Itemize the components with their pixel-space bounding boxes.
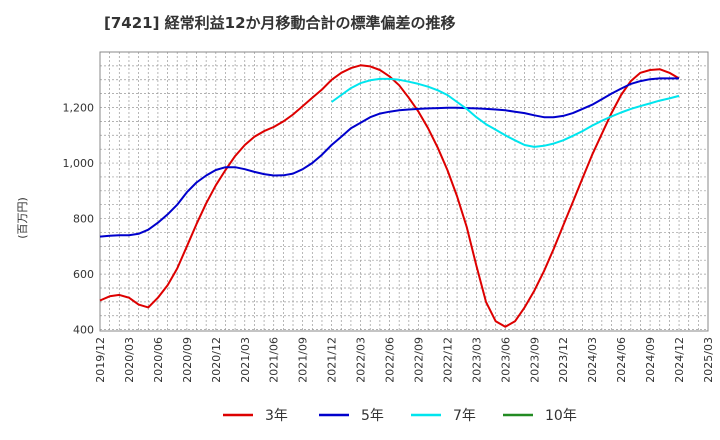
y-tick-label: 1,000: [63, 157, 95, 170]
plot-area-frame: [99, 51, 709, 332]
x-tick-label: 2024/09: [644, 337, 657, 383]
legend-label: 5年: [361, 408, 384, 424]
x-tick-label: 2022/09: [412, 337, 425, 383]
x-tick-label: 2024/06: [615, 337, 628, 383]
x-tick-label: 2021/12: [326, 337, 339, 383]
x-tick-label: 2021/06: [268, 337, 281, 383]
y-tick-label: 800: [73, 213, 94, 226]
grid-lines: [100, 52, 708, 331]
series-lines: [99, 64, 680, 328]
x-tick-label: 2025/03: [702, 337, 715, 383]
x-tick-label: 2020/12: [210, 337, 223, 383]
x-tick-label: 2023/09: [528, 337, 541, 383]
x-tick-label: 2024/12: [673, 337, 686, 383]
x-tick-label: 2023/03: [470, 337, 483, 383]
y-tick-label: 400: [73, 324, 94, 337]
x-tick-label: 2022/06: [384, 337, 397, 383]
x-tick-label: 2021/03: [239, 337, 252, 383]
x-tick-label: 2022/03: [355, 337, 368, 383]
legend-label: 7年: [453, 408, 476, 424]
y-tick-label: 600: [73, 268, 94, 281]
x-tick-label: 2020/06: [152, 337, 165, 383]
series-line-3: [331, 77, 680, 148]
x-tick-label: 2019/12: [94, 337, 107, 383]
y-tick-label: 1,200: [63, 102, 95, 115]
y-axis: 400 600 800 1,000 1,200: [63, 102, 95, 337]
series-line-1: [99, 64, 680, 328]
x-tick-label: 2022/12: [441, 337, 454, 383]
x-tick-label: 2023/12: [557, 337, 570, 383]
x-tick-label: 2024/03: [586, 337, 599, 383]
x-tick-label: 2021/09: [297, 337, 310, 383]
legend-label: 10年: [545, 408, 577, 424]
x-tick-label: 2020/03: [123, 337, 136, 383]
legend: 3年 5年 7年 10年: [223, 408, 577, 424]
x-tick-label: 2020/09: [181, 337, 194, 383]
legend-label: 3年: [265, 408, 288, 424]
x-tick-label: 2023/06: [499, 337, 512, 383]
series-line-2: [99, 77, 679, 238]
x-axis: 2019/12 2020/03 2020/06 2020/09 2020/12 2021/…: [94, 337, 715, 383]
chart-title: [7421] 経常利益12か月移動合計の標準偏差の推移: [104, 14, 456, 32]
